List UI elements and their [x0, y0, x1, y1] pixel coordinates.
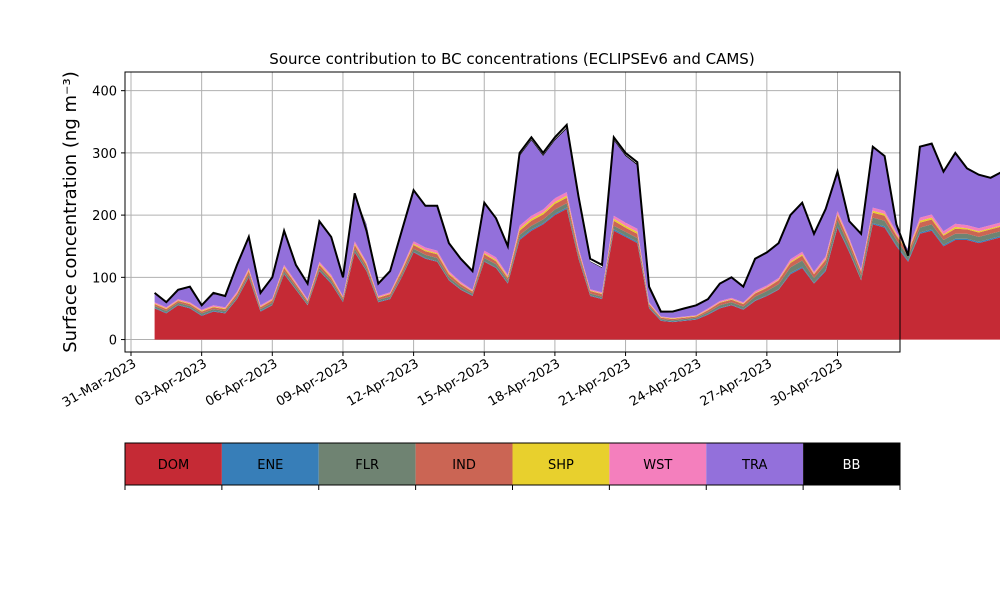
legend-label-ind: IND [452, 458, 476, 473]
legend-label-shp: SHP [548, 458, 574, 473]
legend-label-bb: BB [843, 458, 861, 473]
x-tick-label: 12-Apr-2023 [344, 356, 421, 409]
y-axis: 0 100 200 300 400 [92, 85, 125, 349]
legend-label-flr: FLR [355, 458, 379, 473]
y-tick-label: 200 [92, 209, 117, 224]
area-tra [154, 128, 1000, 318]
legend-swatch-flr [318, 443, 416, 485]
legend-label-ene: ENE [257, 458, 283, 473]
x-tick-label: 09-Apr-2023 [274, 356, 351, 409]
x-tick-label: 31-Mar-2023 [60, 356, 139, 410]
legend-colorbar: DOM ENE FLR IND SHP WST TRA BB [124, 442, 901, 490]
x-tick-label: 18-Apr-2023 [486, 356, 563, 409]
x-tick-label: 21-Apr-2023 [556, 356, 633, 409]
legend-swatch-ind [415, 443, 513, 485]
x-tick-label: 15-Apr-2023 [415, 356, 492, 409]
y-tick-label: 300 [92, 147, 117, 162]
legend-label-wst: WST [643, 458, 672, 473]
legend-label-dom: DOM [158, 458, 189, 473]
x-tick-label: 27-Apr-2023 [698, 356, 775, 409]
x-tick-label: 06-Apr-2023 [203, 356, 280, 409]
chart-title: Source contribution to BC concentrations… [269, 50, 754, 68]
y-axis-label: Surface concentration (ng m⁻³) [60, 71, 81, 353]
y-tick-label: 0 [109, 334, 117, 349]
legend-swatch-wst [609, 443, 707, 485]
plot-frame [124, 71, 901, 353]
x-tick-label: 30-Apr-2023 [768, 356, 845, 409]
legend-swatch-tra [706, 443, 804, 485]
y-tick-label: 100 [92, 271, 117, 286]
area-dom [154, 208, 1000, 340]
legend-swatch-ene [221, 443, 319, 485]
x-tick-label: 03-Apr-2023 [133, 356, 210, 409]
total-concentration-line [153, 122, 1000, 313]
legend-label-tra: TRA [741, 458, 767, 473]
x-tick-label: 24-Apr-2023 [627, 356, 704, 409]
legend-swatch-shp [512, 443, 610, 485]
stacked-areas [154, 127, 1000, 340]
y-tick-label: 400 [92, 85, 117, 100]
legend-swatch-bb [803, 443, 900, 485]
x-axis: 31-Mar-202303-Apr-202306-Apr-202309-Apr-… [60, 352, 846, 411]
legend-swatch-dom [125, 443, 222, 485]
total-line [153, 122, 1000, 313]
